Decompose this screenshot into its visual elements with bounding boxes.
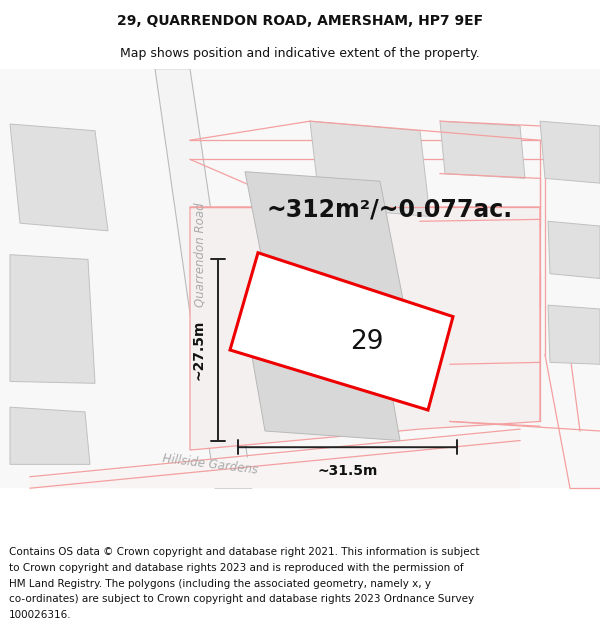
Text: Quarrendon Road: Quarrendon Road (193, 202, 206, 307)
Polygon shape (548, 221, 600, 279)
Text: 100026316.: 100026316. (9, 610, 71, 620)
Text: Map shows position and indicative extent of the property.: Map shows position and indicative extent… (120, 48, 480, 61)
Polygon shape (10, 407, 90, 464)
Bar (0, 69, 600, 488)
Polygon shape (190, 207, 540, 450)
Polygon shape (30, 431, 520, 488)
Polygon shape (230, 253, 453, 410)
Polygon shape (10, 254, 95, 383)
Polygon shape (440, 121, 525, 178)
Text: Contains OS data © Crown copyright and database right 2021. This information is : Contains OS data © Crown copyright and d… (9, 548, 479, 558)
Text: Hillside Gardens: Hillside Gardens (161, 452, 259, 477)
Polygon shape (310, 121, 430, 216)
Text: 29, QUARRENDON ROAD, AMERSHAM, HP7 9EF: 29, QUARRENDON ROAD, AMERSHAM, HP7 9EF (117, 14, 483, 28)
Polygon shape (548, 305, 600, 364)
Text: ~27.5m: ~27.5m (192, 320, 206, 380)
Text: ~312m²/~0.077ac.: ~312m²/~0.077ac. (267, 198, 513, 222)
Polygon shape (250, 345, 400, 441)
Polygon shape (540, 121, 600, 183)
Text: HM Land Registry. The polygons (including the associated geometry, namely x, y: HM Land Registry. The polygons (includin… (9, 579, 431, 589)
Text: co-ordinates) are subject to Crown copyright and database rights 2023 Ordnance S: co-ordinates) are subject to Crown copyr… (9, 594, 474, 604)
Text: 29: 29 (350, 329, 384, 355)
Polygon shape (155, 69, 252, 488)
Polygon shape (245, 172, 410, 336)
Text: to Crown copyright and database rights 2023 and is reproduced with the permissio: to Crown copyright and database rights 2… (9, 563, 464, 573)
Polygon shape (10, 124, 108, 231)
Text: ~31.5m: ~31.5m (317, 464, 377, 478)
